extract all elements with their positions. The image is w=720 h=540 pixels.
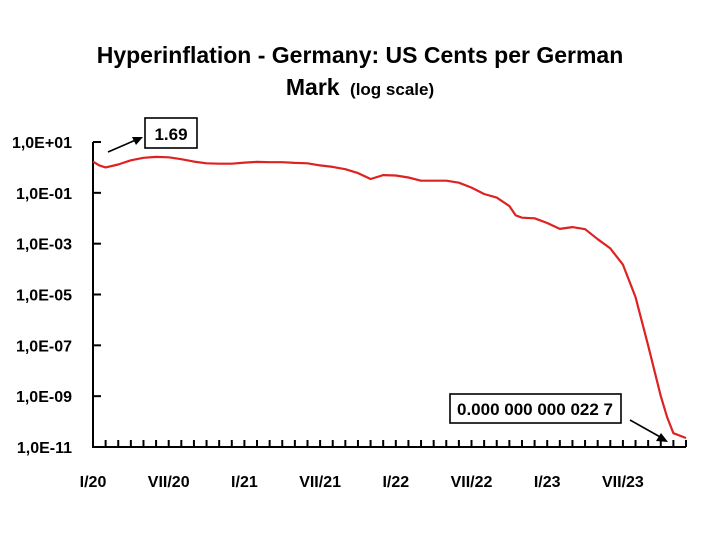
callout-start-box (144, 117, 198, 149)
y-tick-label: 1,0E+01 (12, 135, 72, 152)
callout-end-arrowhead (656, 433, 668, 442)
y-ticks: 1,0E+01 1,0E-01 1,0E-03 1,0E-05 1,0E-07 1,0E-… (12, 135, 101, 457)
x-tick-label: VII/23 (602, 474, 644, 491)
callout-end-arrow (629, 419, 663, 439)
chart-title-mark: Mark (286, 74, 340, 100)
y-tick-label: 1,0E-11 (17, 440, 72, 457)
callout-end: 0.000 000 000 022 7 (449, 393, 668, 442)
y-tick-label: 1,0E-05 (16, 288, 72, 305)
y-tick-label: 1,0E-03 (16, 237, 72, 254)
x-tick-label: I/20 (80, 474, 107, 491)
x-ticks: I/20 VII/20 I/21 VII/21 I/22 VII/22 I/23 VII/23 (80, 440, 687, 491)
chart-title-scale-note: (log scale) (350, 80, 434, 99)
chart-title-line1: Hyperinflation - Germany: US Cents per G… (97, 42, 624, 68)
x-tick-label: I/22 (382, 474, 409, 491)
x-tick-label: I/21 (231, 474, 258, 491)
y-tick-label: 1,0E-07 (16, 338, 72, 355)
x-tick-label: VII/20 (148, 474, 190, 491)
x-tick-label: VII/21 (299, 474, 341, 491)
callout-end-label: 0.000 000 000 022 7 (457, 400, 613, 419)
series-line-us-cents-per-mark (92, 155, 687, 440)
callout-start-arrow (107, 138, 139, 153)
y-tick-label: 1,0E-09 (16, 389, 72, 406)
callout-start: 1.69 (107, 117, 198, 153)
callout-end-box (449, 393, 622, 424)
callout-start-label: 1.69 (154, 125, 187, 144)
y-tick-label: 1,0E-01 (16, 186, 72, 203)
x-tick-label: VII/22 (451, 474, 493, 491)
chart-title-line2: Mark (log scale) (286, 74, 434, 100)
callout-start-arrowhead (132, 137, 143, 145)
x-tick-label: I/23 (534, 474, 561, 491)
